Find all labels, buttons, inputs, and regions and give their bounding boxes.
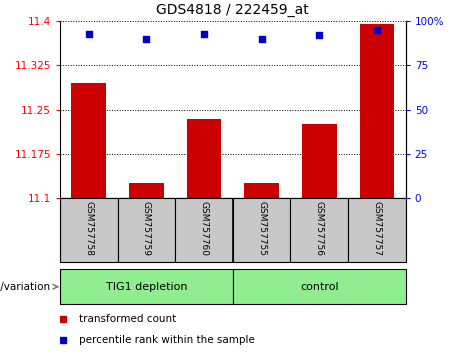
Bar — [348, 198, 406, 262]
Bar — [60, 269, 233, 304]
Bar — [187, 119, 221, 198]
Text: GSM757756: GSM757756 — [315, 201, 324, 256]
Bar — [360, 24, 394, 198]
Bar — [302, 125, 337, 198]
Text: control: control — [300, 282, 338, 292]
Point — [373, 27, 381, 33]
Bar — [233, 269, 406, 304]
Bar — [129, 183, 164, 198]
Bar — [175, 198, 233, 262]
Point — [315, 33, 323, 38]
Bar — [118, 198, 175, 262]
Text: GSM757760: GSM757760 — [200, 201, 208, 256]
Point — [258, 36, 266, 42]
Bar — [290, 198, 348, 262]
Text: GSM757755: GSM757755 — [257, 201, 266, 256]
Bar — [233, 198, 290, 262]
Point — [142, 36, 150, 42]
Point — [200, 31, 207, 36]
Bar — [60, 198, 118, 262]
Point — [85, 31, 92, 36]
Bar — [244, 183, 279, 198]
Text: percentile rank within the sample: percentile rank within the sample — [79, 335, 255, 345]
Bar — [71, 83, 106, 198]
Text: GSM757758: GSM757758 — [84, 201, 93, 256]
Text: GSM757757: GSM757757 — [372, 201, 381, 256]
Text: genotype/variation: genotype/variation — [0, 282, 51, 292]
Text: GSM757759: GSM757759 — [142, 201, 151, 256]
Title: GDS4818 / 222459_at: GDS4818 / 222459_at — [156, 4, 309, 17]
Text: TIG1 depletion: TIG1 depletion — [106, 282, 187, 292]
Text: transformed count: transformed count — [79, 314, 176, 324]
